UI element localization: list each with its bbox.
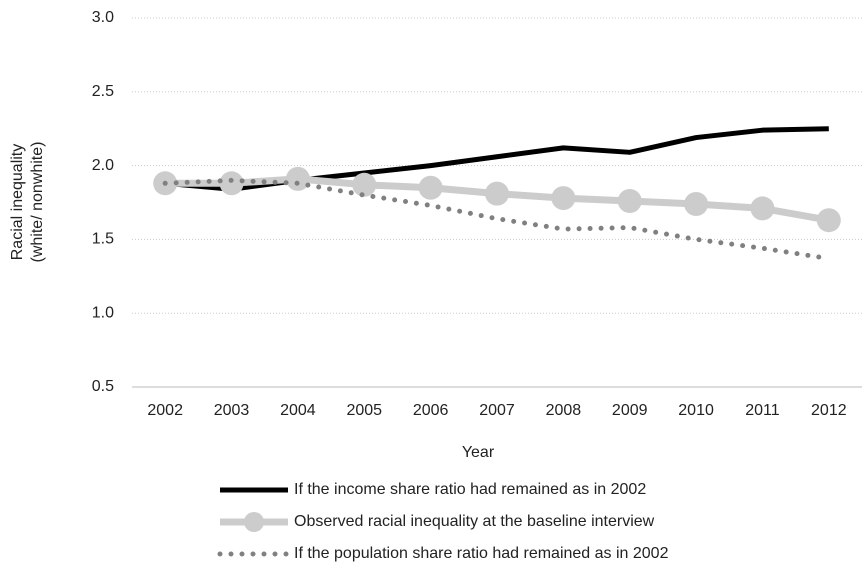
- x-tick-label: 2010: [678, 402, 714, 419]
- x-tick-label: 2002: [147, 402, 183, 419]
- x-tick-label: 2012: [811, 402, 847, 419]
- data-point: [551, 186, 576, 211]
- y-tick-label: 1.5: [92, 231, 114, 248]
- legend-label: Observed racial inequality at the baseli…: [294, 513, 655, 530]
- data-point: [617, 189, 642, 214]
- x-tick-label: 2006: [413, 402, 449, 419]
- y-tick-label: 2.5: [92, 83, 114, 100]
- legend-label: If the income share ratio had remained a…: [294, 481, 646, 498]
- y-tick-label: 0.5: [92, 378, 114, 395]
- x-tick-label: 2003: [214, 402, 250, 419]
- data-point: [485, 181, 509, 206]
- data-point: [285, 166, 310, 191]
- legend-label: If the population share ratio had remain…: [294, 545, 669, 562]
- y-tick-label: 1.0: [92, 304, 114, 321]
- x-tick-label: 2009: [612, 402, 648, 419]
- y-axis-title-line: (white/ nonwhite): [29, 142, 46, 263]
- data-point: [219, 171, 244, 196]
- data-point: [352, 172, 377, 197]
- x-tick-label: 2007: [479, 402, 515, 419]
- y-axis-title: Racial inequality (white/ nonwhite): [9, 142, 46, 263]
- legend-marker: [244, 512, 264, 532]
- y-tick-label: 3.0: [92, 9, 114, 26]
- x-tick-label: 2011: [745, 402, 780, 419]
- data-point: [816, 208, 841, 233]
- x-axis-title: Year: [462, 444, 495, 461]
- x-tick-label: 2008: [546, 402, 582, 419]
- data-point: [750, 196, 775, 221]
- x-tick-label: 2004: [280, 402, 316, 419]
- data-point: [684, 191, 709, 216]
- y-axis-title-line: Racial inequality: [9, 144, 26, 261]
- data-point: [418, 175, 443, 200]
- x-tick-label: 2005: [346, 402, 382, 419]
- y-tick-label: 2.0: [92, 157, 114, 174]
- series-line: [162, 177, 832, 262]
